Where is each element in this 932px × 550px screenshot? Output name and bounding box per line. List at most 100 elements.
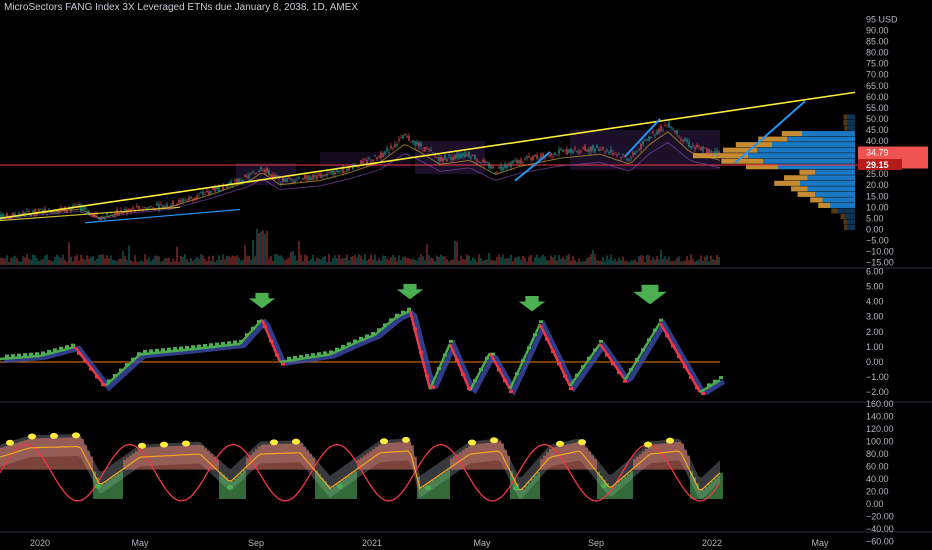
osc2-fill-block	[393, 442, 396, 470]
volume-bar	[120, 258, 122, 265]
osc2-fill-block	[93, 471, 96, 499]
volume-bar	[518, 256, 520, 265]
osc1-tick-label: −2.00	[866, 387, 889, 397]
candle-body	[576, 151, 578, 153]
osc2-fill-block	[657, 443, 660, 470]
volume-bar	[654, 259, 656, 265]
volume-bar	[58, 256, 60, 265]
osc1-segment	[692, 381, 698, 386]
volume-profile-bar	[847, 120, 855, 126]
volume-bar	[628, 261, 630, 265]
volume-profile-bar	[757, 147, 855, 153]
volume-profile-bar	[807, 175, 855, 181]
volume-bar	[658, 259, 660, 265]
candle-body	[424, 147, 426, 152]
volume-bar	[148, 257, 150, 265]
osc2-fill-block	[123, 459, 126, 470]
osc2-fill-block	[498, 441, 501, 470]
volume-profile-bar	[787, 136, 855, 142]
osc1-marker	[323, 351, 327, 355]
osc2-fill-block	[675, 442, 678, 470]
volume-bar	[332, 258, 334, 265]
candle-body	[38, 209, 40, 212]
candle-body	[662, 129, 664, 131]
candle-body	[644, 139, 646, 141]
candle-body	[50, 211, 52, 214]
osc2-fill-block	[447, 469, 450, 499]
candle-body	[660, 125, 662, 131]
osc1-marker	[11, 354, 15, 358]
osc1-marker	[503, 379, 507, 383]
candle-body	[400, 137, 402, 138]
candle-body	[506, 165, 508, 169]
volume-bar	[68, 242, 70, 265]
osc2-fill-block	[342, 479, 345, 499]
volume-bar	[390, 257, 392, 265]
x-tick-label: 2020	[30, 538, 50, 548]
candle-body	[558, 149, 560, 154]
volume-bar	[582, 261, 584, 265]
volume-bar	[202, 255, 204, 265]
candle-body	[480, 162, 482, 164]
candle-body	[668, 122, 670, 128]
osc2-fill-block	[57, 437, 60, 470]
volume-bar	[228, 256, 230, 265]
osc1-segment	[276, 356, 282, 363]
osc1-marker	[413, 327, 417, 331]
volume-bar	[434, 261, 436, 265]
volume-bar	[616, 261, 618, 265]
volume-bar	[44, 255, 46, 265]
candle-body	[574, 147, 576, 150]
osc1-segment	[266, 333, 272, 340]
candle-body	[610, 149, 612, 153]
osc1-segment	[135, 355, 139, 360]
osc2-fill-block	[51, 437, 54, 470]
volume-bar	[456, 241, 458, 265]
candle-body	[266, 168, 268, 172]
volume-bar	[656, 256, 658, 265]
osc2-fill-block	[702, 489, 705, 499]
candle-body	[474, 155, 476, 160]
osc2-fill-block	[489, 442, 492, 470]
volume-bar	[592, 249, 594, 265]
candle-body	[176, 203, 178, 206]
volume-bar	[534, 257, 536, 265]
volume-bar	[196, 256, 198, 265]
osc2-signal-dot	[556, 440, 564, 447]
osc2-fill-block	[63, 437, 66, 470]
candle-body	[78, 204, 80, 207]
channel-line	[84, 208, 241, 224]
osc1-segment	[705, 386, 709, 390]
volume-bar	[222, 254, 224, 265]
volume-profile-bar	[815, 191, 855, 197]
osc1-marker	[551, 350, 555, 354]
volume-bar	[314, 261, 316, 265]
osc1-segment	[632, 361, 638, 367]
osc1-marker	[125, 363, 129, 367]
osc2-fill-block	[180, 445, 183, 470]
candle-body	[232, 185, 234, 187]
osc2-fill-block	[72, 437, 75, 470]
osc2-fill-block	[36, 438, 39, 470]
osc1-marker	[17, 353, 21, 357]
candle-body	[592, 145, 594, 150]
osc1-tick-label: 1.00	[866, 342, 884, 352]
osc1-segment	[430, 379, 436, 386]
osc2-fill-block	[669, 442, 672, 470]
volume-bar	[498, 254, 500, 265]
candle-body	[98, 217, 100, 219]
trendline	[0, 206, 181, 222]
volume-bar	[12, 257, 14, 265]
candle-body	[442, 157, 444, 161]
candle-body	[156, 203, 158, 206]
volume-bar	[524, 257, 526, 265]
osc2-fill-block	[453, 456, 456, 470]
osc1-tick-label: −1.00	[866, 372, 889, 382]
volume-bar	[680, 261, 682, 265]
osc2-fill-block	[576, 442, 579, 470]
osc1-marker	[623, 379, 627, 383]
osc1-segment	[450, 348, 456, 354]
osc1-segment	[699, 389, 703, 394]
osc2-signal-line	[0, 446, 721, 491]
